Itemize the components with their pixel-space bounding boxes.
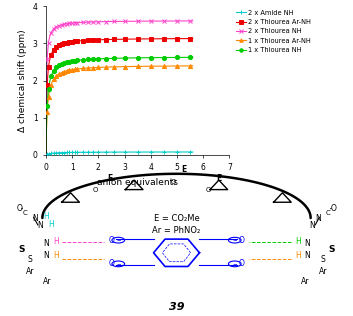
Text: E: E bbox=[181, 165, 186, 173]
Text: H: H bbox=[54, 237, 59, 246]
Text: O: O bbox=[17, 204, 22, 213]
Text: O: O bbox=[108, 236, 114, 245]
Text: N: N bbox=[310, 222, 315, 230]
Text: O: O bbox=[239, 236, 245, 245]
Text: O: O bbox=[108, 259, 114, 268]
Text: −: − bbox=[116, 261, 121, 266]
Text: O: O bbox=[239, 259, 245, 268]
Y-axis label: Δ chemical shift (ppm): Δ chemical shift (ppm) bbox=[18, 29, 27, 132]
Text: C: C bbox=[326, 210, 331, 216]
Text: O: O bbox=[170, 179, 176, 185]
Text: N: N bbox=[315, 214, 321, 222]
Text: E: E bbox=[107, 174, 112, 183]
Text: O: O bbox=[205, 187, 211, 192]
Text: Ar: Ar bbox=[319, 267, 327, 276]
Text: H: H bbox=[48, 220, 54, 229]
Text: Ar: Ar bbox=[26, 267, 34, 276]
Text: 39: 39 bbox=[169, 301, 184, 312]
Text: N: N bbox=[304, 239, 310, 248]
Text: E: E bbox=[216, 174, 221, 183]
Text: S: S bbox=[321, 255, 325, 264]
X-axis label: anion equivalents: anion equivalents bbox=[97, 178, 178, 187]
Text: N: N bbox=[38, 222, 43, 230]
Text: Ar = PhNO₂: Ar = PhNO₂ bbox=[152, 226, 201, 235]
Text: Ar: Ar bbox=[301, 277, 310, 286]
Text: S: S bbox=[18, 245, 24, 254]
Text: C: C bbox=[22, 210, 27, 216]
Text: N: N bbox=[32, 214, 38, 222]
Legend: 2 x Amide NH, 2 x Thiourea Ar-NH, 2 x Thiourea NH, 1 x Thiourea Ar-NH, 1 x Thiou: 2 x Amide NH, 2 x Thiourea Ar-NH, 2 x Th… bbox=[237, 10, 311, 53]
Text: N: N bbox=[43, 239, 49, 248]
Text: O: O bbox=[92, 187, 98, 192]
Text: S: S bbox=[28, 255, 32, 264]
Text: H: H bbox=[295, 252, 301, 260]
Text: Ar: Ar bbox=[43, 277, 52, 286]
Text: −: − bbox=[116, 238, 121, 243]
Text: E = CO₂Me: E = CO₂Me bbox=[154, 214, 199, 222]
Text: −: − bbox=[232, 261, 237, 266]
Text: H: H bbox=[54, 252, 59, 260]
Text: −: − bbox=[232, 238, 237, 243]
Text: S: S bbox=[329, 245, 335, 254]
Text: H: H bbox=[43, 212, 49, 221]
Text: N: N bbox=[43, 252, 49, 260]
Text: O: O bbox=[331, 204, 336, 213]
Text: N: N bbox=[304, 252, 310, 260]
Text: H: H bbox=[295, 237, 301, 246]
